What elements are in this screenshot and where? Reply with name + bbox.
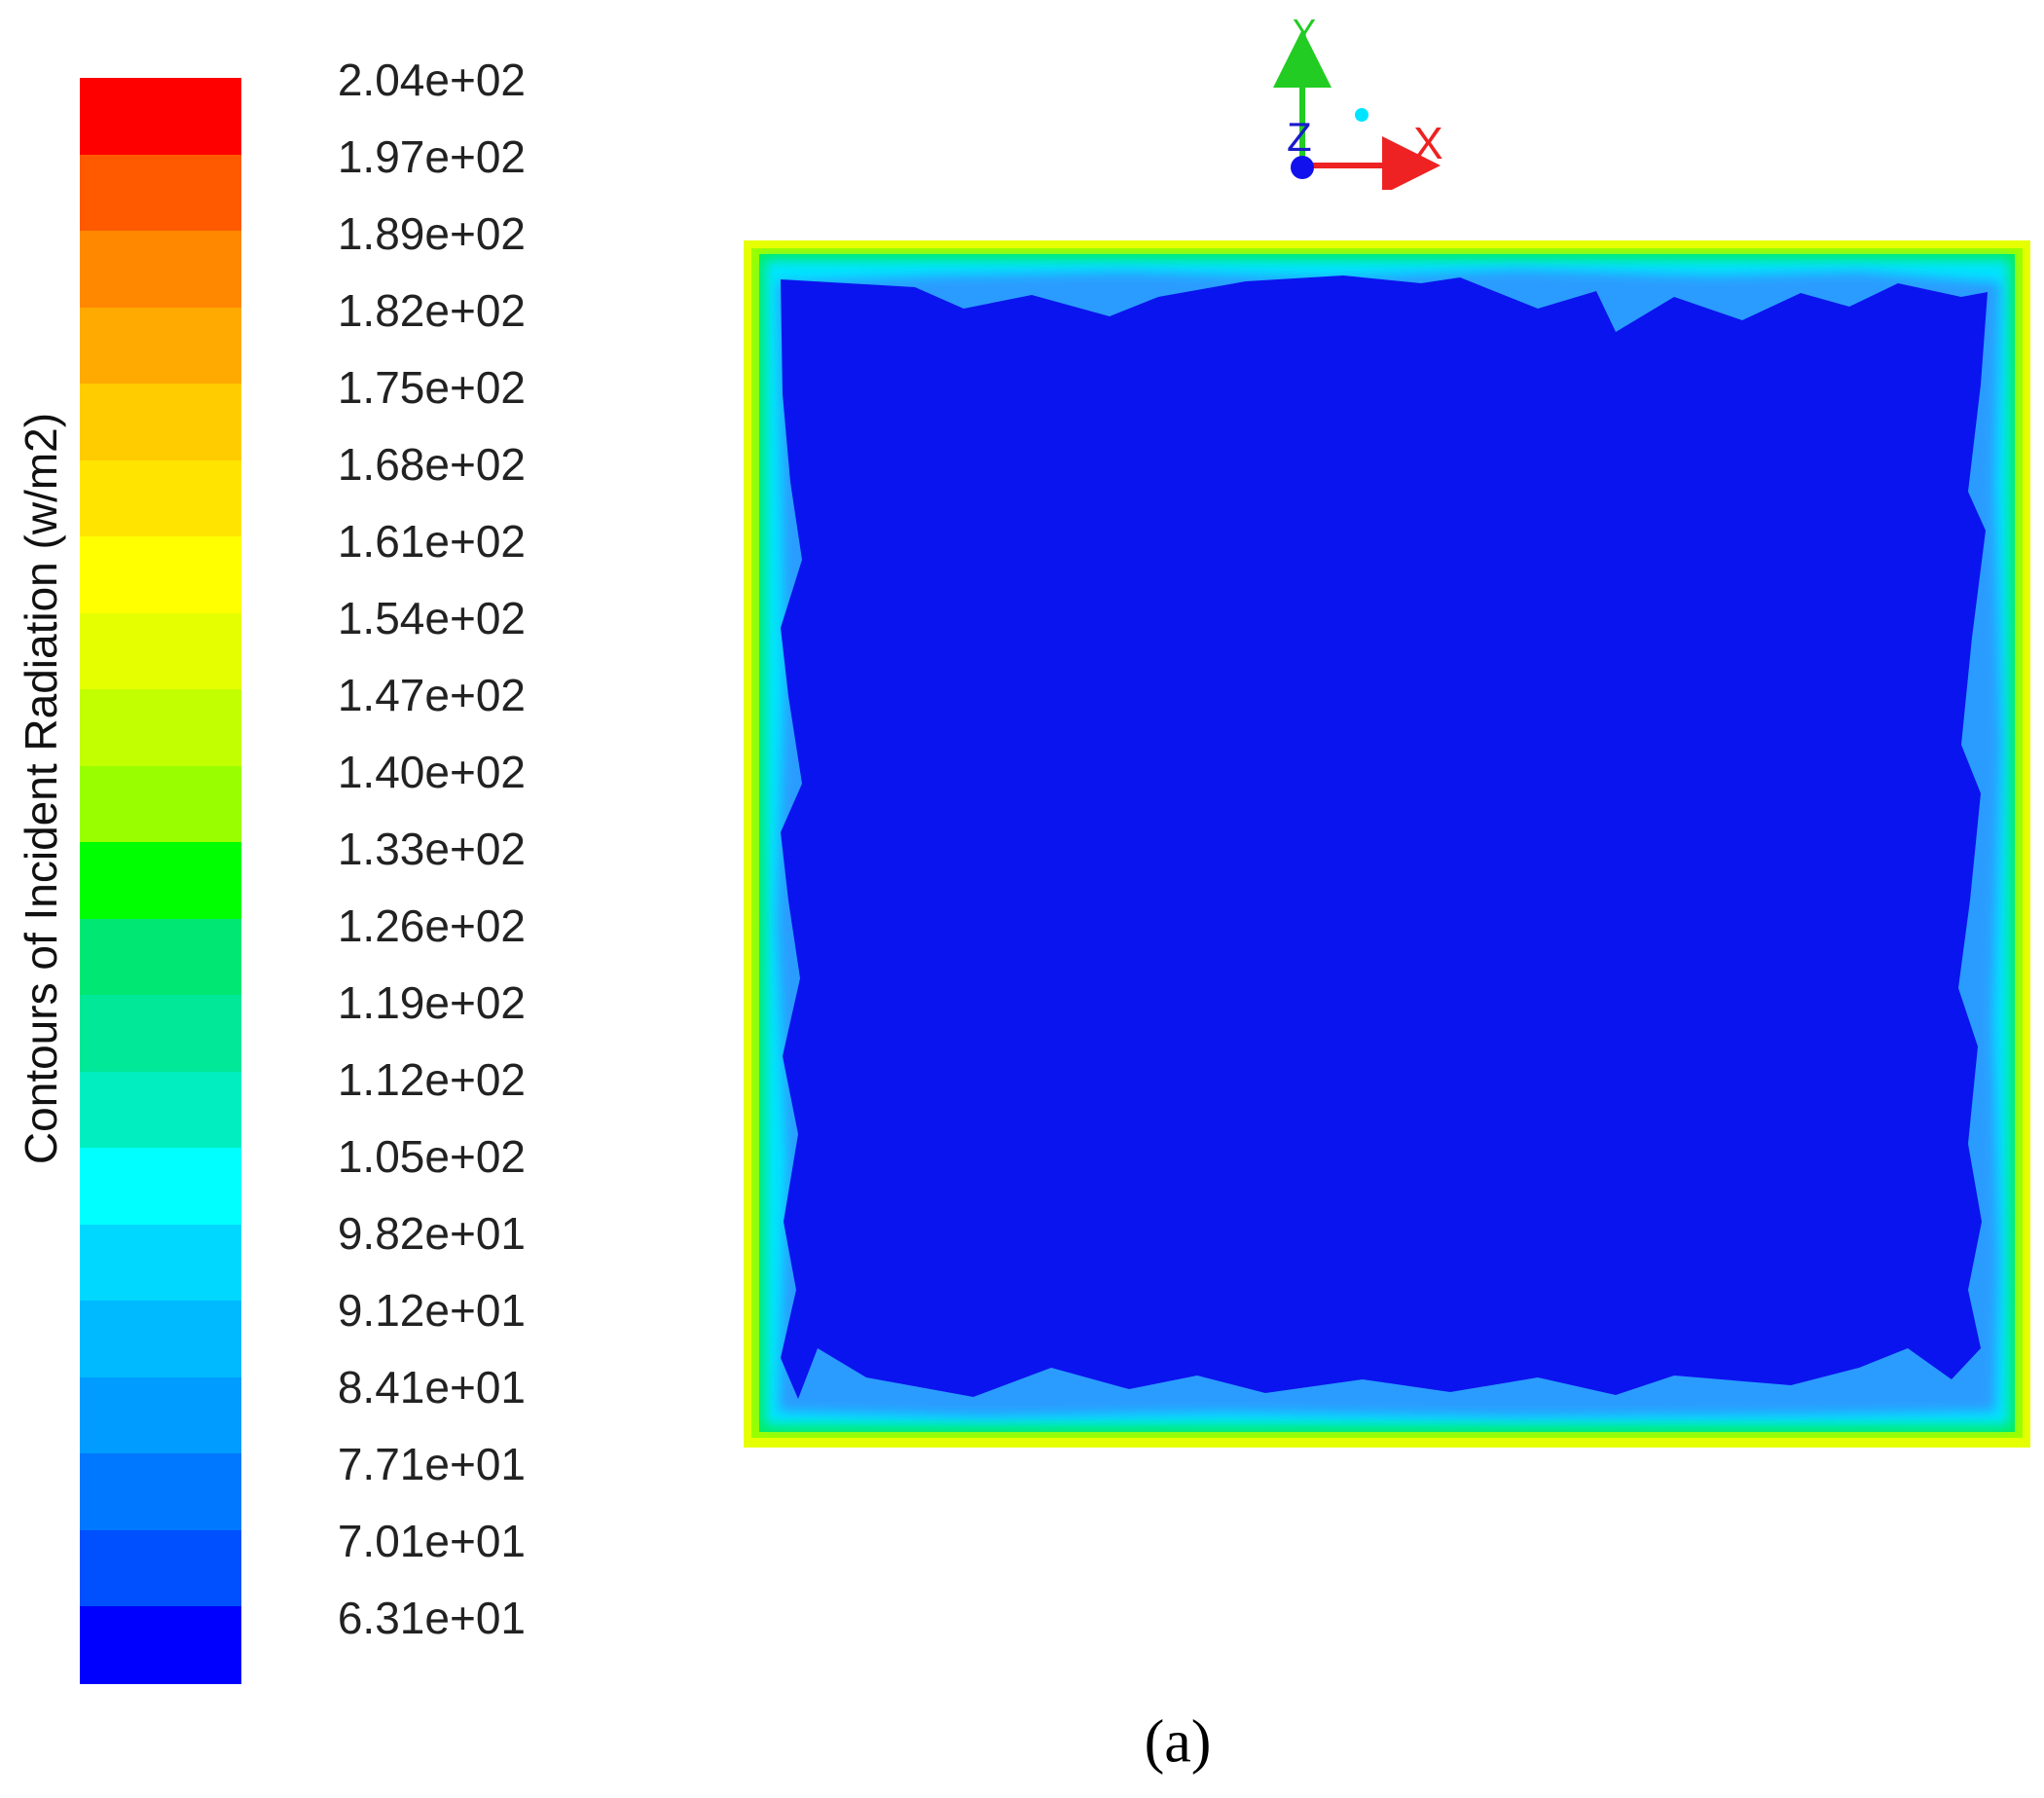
colorbar-tick-label: 1.05e+02 — [337, 1131, 526, 1182]
colorbar-tick-label: 1.47e+02 — [337, 670, 526, 720]
colorbar-band — [80, 1071, 241, 1149]
colorbar-band — [80, 1224, 241, 1302]
z-axis-label: Z — [1287, 114, 1312, 160]
colorbar-band — [80, 154, 241, 232]
colorbar-tick-label: 1.40e+02 — [337, 747, 526, 797]
colorbar-band — [80, 1148, 241, 1226]
colorbar-tick-label: 7.71e+01 — [337, 1439, 526, 1489]
colorbar-band — [80, 995, 241, 1073]
colorbar-tick-label: 1.97e+02 — [337, 131, 526, 182]
colorbar-tick-label: 1.89e+02 — [337, 208, 526, 259]
colorbar-band — [80, 1453, 241, 1531]
colorbar-band — [80, 536, 241, 614]
colorbar-band — [80, 78, 241, 156]
subfigure-label: (a) — [1144, 1708, 1212, 1776]
colorbar-band — [80, 1529, 241, 1607]
colorbar-tick-label: 1.54e+02 — [337, 593, 526, 643]
colorbar-tick-label: 1.12e+02 — [337, 1054, 526, 1105]
colorbar-band — [80, 1606, 241, 1684]
contour-plot — [744, 240, 2030, 1448]
colorbar-tick-label: 1.61e+02 — [337, 516, 526, 567]
colorbar-band — [80, 612, 241, 690]
interior-blue — [781, 275, 1988, 1399]
colorbar-band — [80, 842, 241, 920]
colorbar-tick-label: 1.82e+02 — [337, 285, 526, 336]
colorbar-band — [80, 689, 241, 767]
colorbar-tick-label: 1.75e+02 — [337, 362, 526, 413]
colorbar-band — [80, 918, 241, 996]
colorbar-tick-label: 8.41e+01 — [337, 1362, 526, 1413]
colorbar-band — [80, 1376, 241, 1454]
colorbar-tick-label: 9.82e+01 — [337, 1208, 526, 1259]
y-axis-label: Y — [1293, 15, 1316, 52]
colorbar-band — [80, 384, 241, 461]
colorbar-band — [80, 459, 241, 537]
colorbar — [80, 78, 241, 1684]
colorbar-tick-label: 1.19e+02 — [337, 977, 526, 1028]
cursor-dot — [1355, 108, 1369, 122]
colorbar-band — [80, 231, 241, 309]
colorbar-band — [80, 765, 241, 843]
axes-triad-icon: Y Z X — [1273, 15, 1443, 190]
colorbar-tick-label: 1.68e+02 — [337, 439, 526, 490]
colorbar-tick-label: 7.01e+01 — [337, 1516, 526, 1566]
colorbar-tick-label: 9.12e+01 — [337, 1285, 526, 1336]
colorbar-tick-label: 1.33e+02 — [337, 824, 526, 874]
z-axis-dot — [1291, 156, 1314, 179]
colorbar-tick-label: 6.31e+01 — [337, 1593, 526, 1643]
colorbar-band — [80, 307, 241, 385]
colorbar-tick-label: 2.04e+02 — [337, 55, 526, 105]
x-axis-label: X — [1413, 118, 1443, 168]
colorbar-band — [80, 1301, 241, 1378]
colorbar-tick-label: 1.26e+02 — [337, 900, 526, 951]
legend-title: Contours of Incident Radiation (w/m2) — [16, 412, 66, 1165]
